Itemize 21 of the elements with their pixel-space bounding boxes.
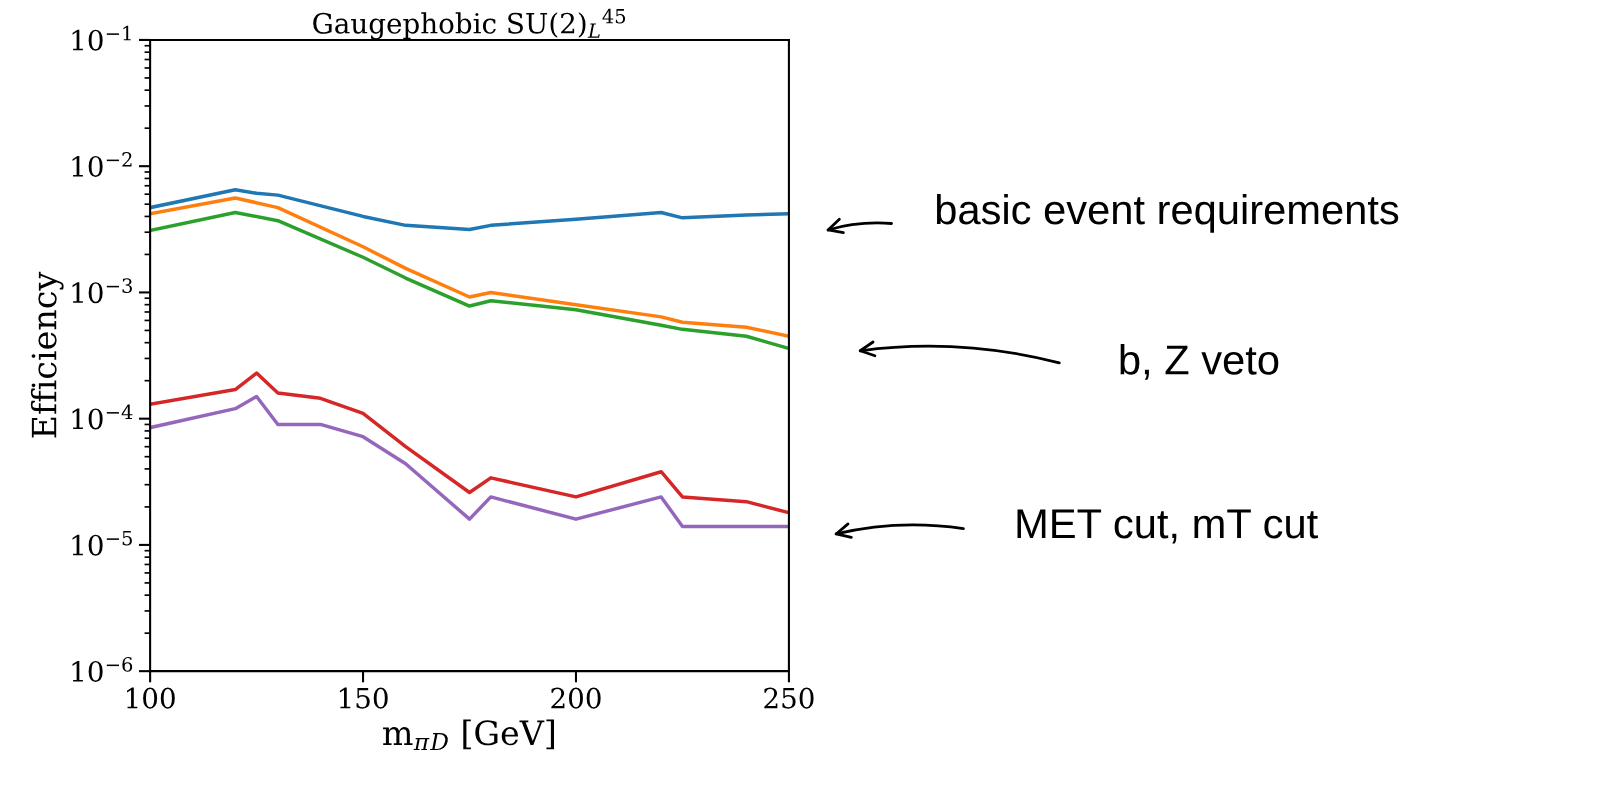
y-tick-label: 10$^{−4}$ — [72, 404, 133, 430]
line-series — [150, 371, 789, 515]
y-tick-label: 10$^{−6}$ — [72, 656, 133, 682]
y-tick-label: 10$^{−2}$ — [72, 152, 132, 177]
text: MET cut, mT cut — [1017, 509, 1318, 544]
x-tick-label: 250 — [764, 687, 814, 709]
y-axis-title: Efficiency — [30, 271, 64, 438]
line-series — [150, 210, 789, 351]
x-axis-title: m$_{πD}$ [GeV] — [383, 719, 555, 751]
x-tick-label: 150 — [339, 687, 388, 709]
line-series — [150, 394, 789, 529]
text: b, Z veto — [1120, 344, 1279, 380]
line-series — [150, 188, 789, 232]
text: basic event requirements — [936, 193, 1399, 233]
y-tick-label: 10$^{−1}$ — [72, 25, 131, 51]
x-tick-label: 200 — [551, 687, 601, 709]
x-tick-label: 100 — [127, 687, 175, 709]
y-tick-label: 10$^{−5}$ — [72, 531, 132, 556]
line-series — [150, 196, 789, 338]
chart-title: Gaugephobic SU(2)$_{L}$$^{45}$ — [313, 8, 626, 40]
y-tick-label: 10$^{−3}$ — [72, 278, 132, 304]
